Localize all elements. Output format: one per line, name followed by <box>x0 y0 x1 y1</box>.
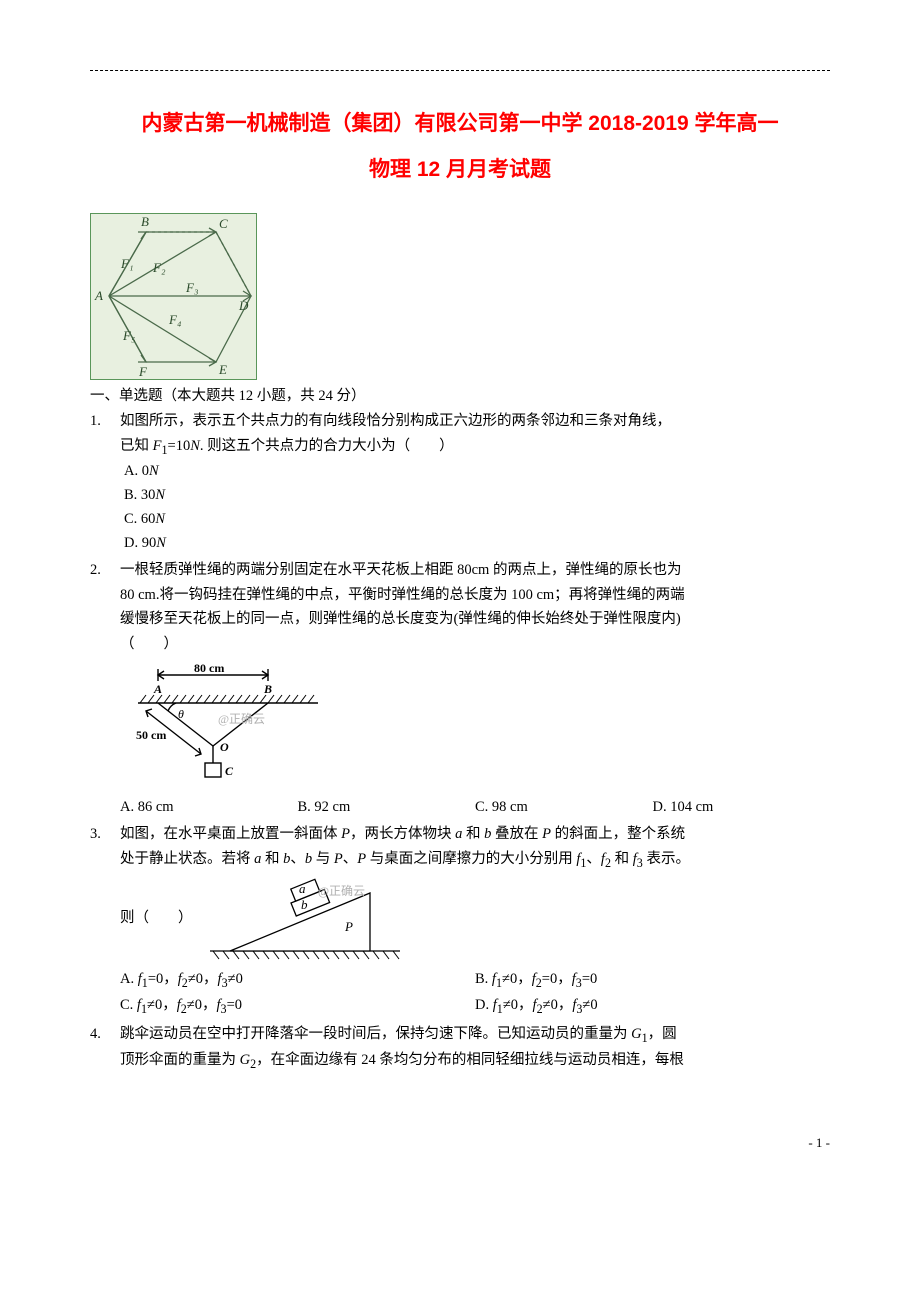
svg-text:B: B <box>263 682 272 696</box>
svg-text:E: E <box>218 362 227 377</box>
q1-stem-l1: 如图所示，表示五个共点力的有向线段恰分别构成正六边形的两条邻边和三条对角线， <box>120 409 830 434</box>
q3-opt-a: A. f1=0，f2≠0，f3≠0 <box>120 967 475 993</box>
q2-stem-l1: 一根轻质弹性绳的两端分别固定在水平天花板上相距 80cm 的两点上，弹性绳的原长… <box>120 558 830 583</box>
q2-options: A. 86 cm B. 92 cm C. 98 cm D. 104 cm <box>120 795 830 820</box>
q2-opt-c: C. 98 cm <box>475 795 653 820</box>
svg-text:A: A <box>153 682 162 696</box>
q3-options-row2: C. f1≠0，f2≠0，f3=0 D. f1≠0，f2≠0，f3≠0 <box>120 993 830 1019</box>
q1-options: A. 0N B. 30N C. 60N D. 90N <box>120 460 830 556</box>
q3-options-row1: A. f1=0，f2≠0，f3≠0 B. f1≠0，f2=0，f3=0 <box>120 967 830 993</box>
svg-text:a: a <box>299 881 306 896</box>
q4-number: 4. <box>90 1022 120 1075</box>
svg-text:F₂: F₂ <box>152 260 166 275</box>
q3-opt-d: D. f1≠0，f2≠0，f3≠0 <box>475 993 830 1019</box>
q3-then: 则（ ） <box>120 906 193 931</box>
top-divider <box>90 70 830 71</box>
q1-stem-l2: 已知 F1=10N. 则这五个共点力的合力大小为（ ） <box>120 434 830 460</box>
page-number: - 1 - <box>90 1135 830 1151</box>
q1-opt-a: A. 0N <box>124 460 830 484</box>
title-line1: 内蒙古第一机械制造（集团）有限公司第一中学 2018-2019 学年高一 <box>90 101 830 147</box>
q1-opt-d: D. 90N <box>124 532 830 556</box>
title-line2: 物理 12 月月考试题 <box>90 147 830 193</box>
watermark-icon: @正确云 <box>318 884 365 898</box>
q1-number: 1. <box>90 409 120 556</box>
question-2: 2. 一根轻质弹性绳的两端分别固定在水平天花板上相距 80cm 的两点上，弹性绳… <box>90 558 830 820</box>
svg-text:F₃: F₃ <box>185 280 198 295</box>
q2-stem-l2: 80 cm.将一钩码挂在弹性绳的中点，平衡时弹性绳的总长度为 100 cm；再将… <box>120 583 830 608</box>
question-4: 4. 跳伞运动员在空中打开降落伞一段时间后，保持匀速下降。已知运动员的重量为 G… <box>90 1022 830 1075</box>
svg-text:F: F <box>138 364 148 379</box>
svg-text:A: A <box>94 288 103 303</box>
q2-number: 2. <box>90 558 120 820</box>
hexagon-force-diagram: A B C D E F F₁ F₂ F₃ F₄ F₅ <box>91 214 256 379</box>
q3-then-row: 则（ ） <box>120 873 830 963</box>
svg-text:F₅: F₅ <box>122 328 135 343</box>
q2-opt-a: A. 86 cm <box>120 795 298 820</box>
q1-opt-b: B. 30N <box>124 484 830 508</box>
q1-figure: A B C D E F F₁ F₂ F₃ F₄ F₅ <box>90 213 257 380</box>
q3-figure: a b P @正确云 <box>205 873 405 963</box>
q2-opt-d: D. 104 cm <box>653 795 831 820</box>
svg-text:D: D <box>238 298 249 313</box>
q3-opt-b: B. f1≠0，f2=0，f3=0 <box>475 967 830 993</box>
exam-page: 内蒙古第一机械制造（集团）有限公司第一中学 2018-2019 学年高一 物理 … <box>0 0 920 1191</box>
svg-text:F₄: F₄ <box>168 312 182 327</box>
q3-number: 3. <box>90 822 120 1020</box>
svg-text:θ: θ <box>178 707 184 721</box>
svg-text:B: B <box>141 214 149 229</box>
svg-text:b: b <box>301 897 308 912</box>
q3-stem-l2: 处于静止状态。若将 a 和 b、b 与 P、P 与桌面之间摩擦力的大小分别用 f… <box>120 847 830 873</box>
q1-opt-c: C. 60N <box>124 508 830 532</box>
svg-text:P: P <box>344 919 353 934</box>
q2-opt-b: B. 92 cm <box>298 795 476 820</box>
q2-stem-l3: 缓慢移至天花板上的同一点，则弹性绳的总长度变为(弹性绳的伸长始终处于弹性限度内) <box>120 607 830 632</box>
q4-stem-l1: 跳伞运动员在空中打开降落伞一段时间后，保持匀速下降。已知运动员的重量为 G1，圆 <box>120 1022 830 1048</box>
question-3: 3. 如图，在水平桌面上放置一斜面体 P，两长方体物块 a 和 b 叠放在 P … <box>90 822 830 1020</box>
svg-text:F₁: F₁ <box>120 256 133 271</box>
watermark-icon: @正确云 <box>218 712 265 726</box>
q3-stem-l1: 如图，在水平桌面上放置一斜面体 P，两长方体物块 a 和 b 叠放在 P 的斜面… <box>120 822 830 847</box>
svg-text:O: O <box>220 740 229 754</box>
svg-text:50 cm: 50 cm <box>136 728 166 742</box>
svg-text:C: C <box>219 216 228 231</box>
q3-opt-c: C. f1≠0，f2≠0，f3=0 <box>120 993 475 1019</box>
svg-text:C: C <box>225 764 234 778</box>
section-1-label: 一、单选题（本大题共 12 小题，共 24 分） <box>90 384 830 405</box>
question-1: 1. 如图所示，表示五个共点力的有向线段恰分别构成正六边形的两条邻边和三条对角线… <box>90 409 830 556</box>
q2-stem-l4: （ ） <box>120 632 830 657</box>
q4-stem-l2: 顶形伞面的重量为 G2，在伞面边缘有 24 条均匀分布的相同轻细拉线与运动员相连… <box>120 1048 830 1074</box>
svg-text:80 cm: 80 cm <box>194 661 224 675</box>
q2-figure: 80 cm A B 50 cm θ O C @正确云 <box>128 661 830 790</box>
